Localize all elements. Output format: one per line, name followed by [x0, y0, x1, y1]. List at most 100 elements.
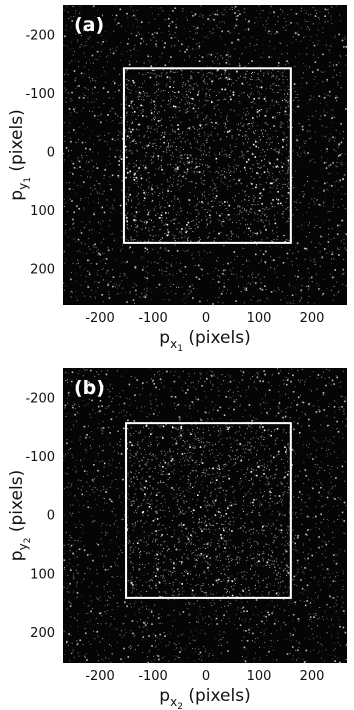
speckle-dot [68, 495, 69, 496]
speckle-dot [230, 186, 231, 187]
speckle-dot [344, 502, 346, 504]
speckle-dot [110, 624, 111, 625]
speckle-dot [198, 251, 199, 252]
speckle-dot [271, 488, 272, 489]
speckle-dot [107, 610, 108, 611]
speckle-dot [78, 61, 79, 62]
speckle-dot [310, 529, 311, 530]
speckle-dot [334, 606, 335, 607]
speckle-dot [224, 176, 225, 177]
speckle-dot [77, 557, 78, 558]
speckle-dot [297, 154, 298, 155]
speckle-dot [75, 540, 76, 541]
speckle-dot [259, 168, 260, 169]
speckle-dot [133, 287, 134, 288]
speckle-dot [195, 446, 196, 447]
speckle-dot [189, 130, 190, 131]
speckle-dot [228, 257, 229, 258]
speckle-dot [157, 637, 158, 638]
speckle-dot [215, 56, 216, 57]
speckle-dot [131, 150, 132, 151]
speckle-dot [345, 426, 346, 427]
speckle-dot [193, 127, 194, 128]
speckle-dot [253, 296, 254, 297]
speckle-dot [346, 659, 347, 660]
speckle-dot [96, 99, 97, 100]
speckle-dot [297, 97, 298, 98]
speckle-dot [191, 255, 192, 256]
speckle-dot [147, 127, 148, 128]
speckle-dot [252, 117, 254, 119]
speckle-dot [203, 173, 204, 174]
speckle-dot [173, 142, 174, 143]
speckle-dot [193, 404, 194, 405]
speckle-dot [161, 125, 162, 126]
speckle-dot [136, 119, 137, 120]
speckle-dot [161, 220, 162, 221]
speckle-dot [155, 118, 156, 119]
speckle-dot [195, 112, 196, 113]
speckle-dot [65, 407, 66, 408]
speckle-dot [227, 189, 228, 190]
speckle-dot [196, 49, 197, 50]
speckle-dot [239, 220, 240, 221]
speckle-dot [198, 92, 199, 93]
speckle-dot [128, 200, 129, 201]
speckle-dot [157, 405, 158, 406]
speckle-dot [295, 111, 296, 112]
speckle-dot [266, 207, 267, 208]
speckle-dot [121, 158, 123, 160]
speckle-dot [195, 566, 196, 567]
speckle-dot [245, 224, 246, 225]
speckle-dot [233, 92, 235, 94]
speckle-dot [170, 146, 171, 147]
speckle-dot [98, 198, 99, 199]
speckle-dot [343, 471, 344, 472]
speckle-dot [107, 584, 108, 585]
speckle-dot [257, 125, 258, 126]
speckle-dot [99, 140, 100, 141]
speckle-dot [276, 76, 277, 77]
speckle-dot [287, 140, 288, 141]
speckle-dot [125, 263, 126, 264]
speckle-dot [222, 213, 223, 214]
speckle-dot [151, 100, 152, 101]
speckle-dot [65, 81, 66, 82]
speckle-dot [181, 228, 183, 230]
speckle-dot [173, 219, 174, 220]
speckle-dot [227, 427, 228, 428]
speckle-dot [143, 192, 145, 194]
speckle-dot [304, 152, 305, 153]
speckle-dot [212, 479, 213, 480]
speckle-dot [154, 119, 155, 120]
speckle-dot [297, 31, 298, 32]
speckle-dot [261, 239, 262, 240]
speckle-dot [189, 457, 190, 458]
speckle-dot [164, 143, 165, 144]
speckle-dot [242, 190, 243, 191]
speckle-dot [143, 41, 144, 42]
speckle-dot [119, 393, 120, 394]
speckle-dot [282, 581, 283, 582]
speckle-dot [226, 12, 227, 13]
speckle-dot [276, 561, 277, 562]
speckle-dot [331, 263, 332, 264]
speckle-dot [277, 65, 278, 66]
speckle-dot [258, 79, 259, 80]
speckle-dot [335, 185, 336, 186]
speckle-dot [69, 132, 70, 133]
speckle-dot [131, 240, 132, 241]
speckle-dot [261, 412, 262, 413]
speckle-dot [77, 597, 78, 598]
speckle-dot [142, 460, 143, 461]
speckle-dot [196, 224, 197, 225]
speckle-dot [331, 172, 332, 173]
speckle-dot [331, 466, 332, 467]
speckle-dot [200, 656, 201, 657]
speckle-dot [207, 123, 208, 124]
speckle-dot [216, 190, 217, 191]
speckle-dot [296, 258, 297, 259]
speckle-dot [134, 140, 135, 141]
speckle-dot [236, 183, 237, 184]
speckle-dot [186, 38, 187, 39]
